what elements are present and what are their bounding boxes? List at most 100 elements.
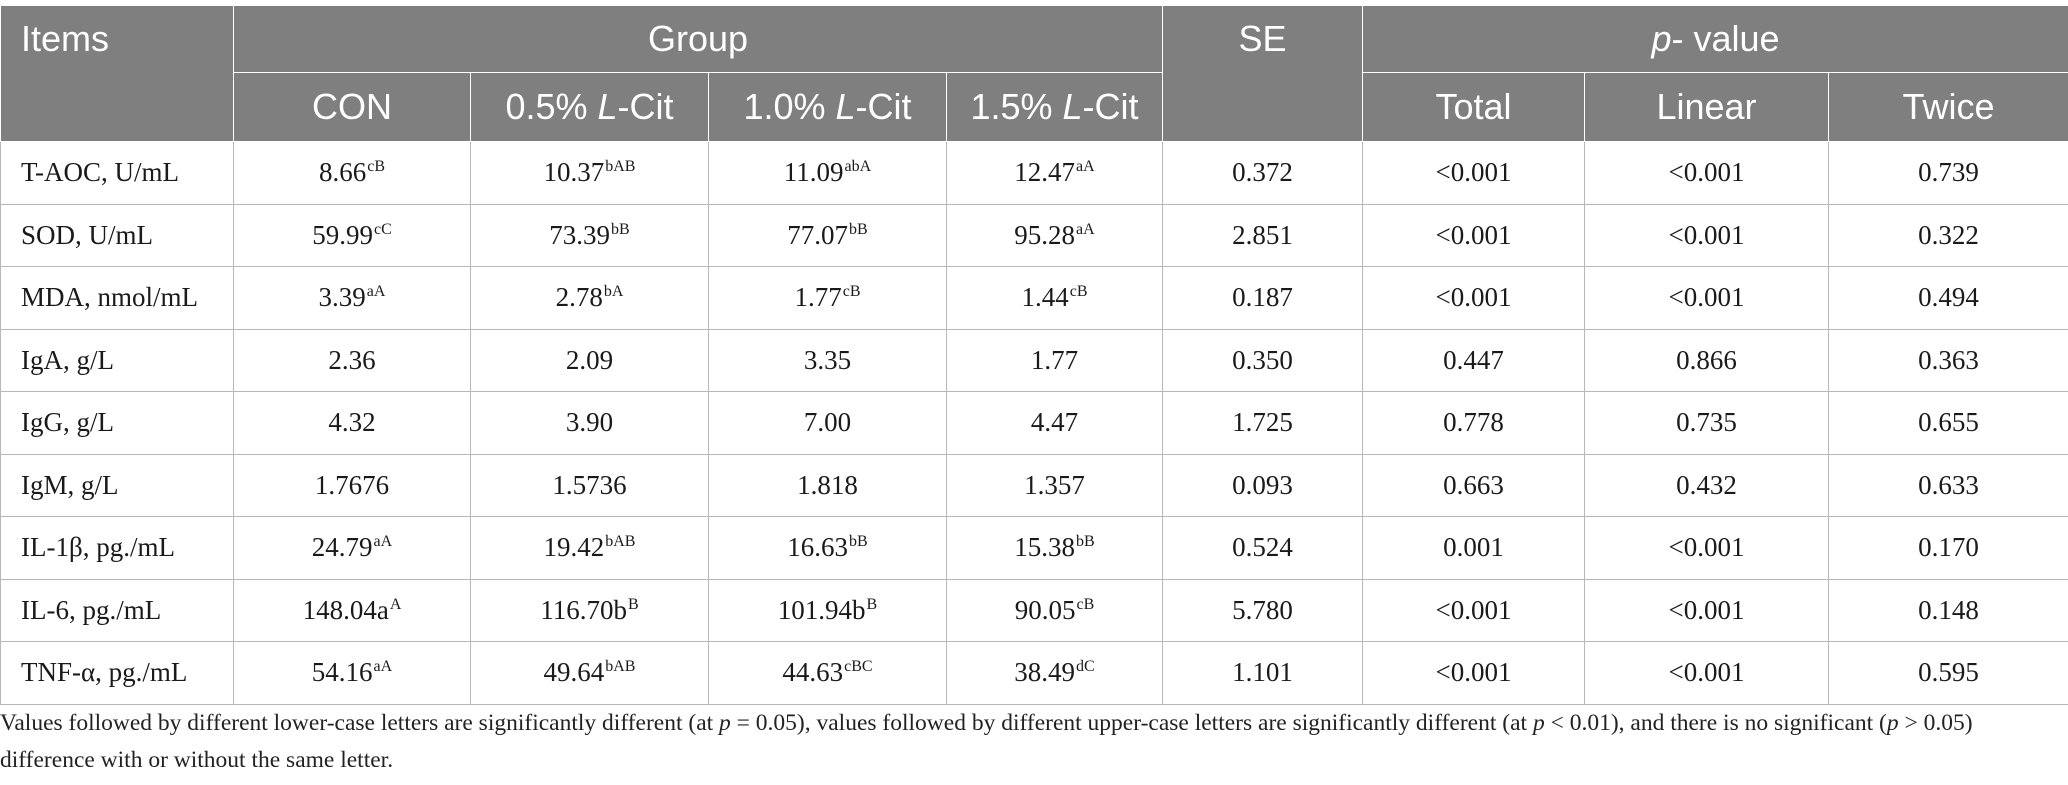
p-linear-cell: 0.432: [1584, 453, 1829, 517]
significance-letters: cC: [373, 220, 392, 238]
cell-value: 90.05: [1014, 594, 1076, 625]
group-label-suffix: -Cit: [617, 86, 674, 127]
group-value-cell: 1.77: [946, 328, 1163, 392]
table-row: TNF-α, pg./mL 54.16aA 49.64bAB 44.63cBC 38.4…: [0, 641, 2068, 705]
significance-letters: A: [389, 595, 402, 613]
p-twice-cell: 0.494: [1828, 266, 2068, 330]
cell-value: 3.90: [565, 407, 614, 438]
group-value-cell: 38.49dC: [946, 641, 1163, 705]
cell-value: 101.94b: [777, 594, 866, 625]
row-label: IgA, g/L: [0, 328, 234, 392]
group-value-cell: 11.09abA: [708, 141, 947, 205]
se-cell: 5.780: [1162, 578, 1363, 642]
significance-letters: bB: [611, 220, 630, 238]
table-row: IL-1β, pg./mL 24.79aA 19.42bAB 16.63bB 15.38…: [0, 516, 2068, 580]
table-row: IgM, g/L 1.7676 1.5736 1.818 1.357 0.093 0.663…: [0, 453, 2068, 517]
group-value-cell: 77.07bB: [708, 203, 947, 267]
results-table: Items Group SE p- value CON 0.5% L-Cit 1.0…: [0, 5, 2068, 705]
header-se: SE: [1162, 5, 1363, 142]
footnote-p-3: p: [1886, 710, 1899, 736]
group-value-cell: 12.47aA: [946, 141, 1163, 205]
p-twice-cell: 0.595: [1828, 641, 2068, 705]
row-label: IL-6, pg./mL: [0, 578, 234, 642]
cell-value: 116.70b: [540, 594, 628, 625]
significance-letters: aA: [1076, 220, 1095, 238]
group-value-cell: 101.94bB: [708, 578, 947, 642]
header-linear: Linear: [1584, 72, 1829, 142]
significance-letters: bA: [603, 283, 624, 301]
significance-letters: aA: [373, 658, 393, 676]
p-total-cell: 0.663: [1362, 453, 1585, 517]
cell-value: 38.49: [1014, 657, 1076, 688]
p-linear-cell: <0.001: [1584, 203, 1829, 267]
significance-letters: bB: [849, 533, 868, 551]
cell-value: 73.39: [549, 219, 611, 250]
group-value-cell: 15.38bB: [946, 516, 1163, 580]
cell-value: 2.09: [565, 344, 614, 375]
se-cell: 0.093: [1162, 453, 1363, 517]
group-label-italic: L: [597, 86, 618, 127]
group-value-cell: 116.70bB: [470, 578, 709, 642]
table-row: IgG, g/L 4.32 3.90 7.00 4.47 1.725 0.778 0.735 0…: [0, 391, 2068, 455]
p-linear-cell: 0.735: [1584, 391, 1829, 455]
p-twice-cell: 0.170: [1828, 516, 2068, 580]
cell-value: 44.63: [782, 657, 844, 688]
p-total-cell: 0.001: [1362, 516, 1585, 580]
group-value-cell: 2.78bA: [470, 266, 709, 330]
cell-value: 2.78: [555, 282, 603, 313]
p-symbol: p: [1651, 18, 1672, 59]
p-twice-cell: 0.633: [1828, 453, 2068, 517]
group-value-cell: 73.39bB: [470, 203, 709, 267]
group-value-cell: 54.16aA: [233, 641, 471, 705]
group-value-cell: 3.35: [708, 328, 947, 392]
cell-value: 59.99: [312, 219, 373, 250]
group-value-cell: 59.99cC: [233, 203, 471, 267]
p-twice-cell: 0.363: [1828, 328, 2068, 392]
significance-letters: cB: [1076, 595, 1095, 613]
header-total: Total: [1362, 72, 1585, 142]
group-value-cell: 49.64bAB: [470, 641, 709, 705]
group-label-prefix: CON: [312, 86, 392, 127]
cell-value: 1.818: [797, 469, 858, 500]
cell-value: 54.16: [311, 657, 373, 688]
cell-value: 1.5736: [552, 469, 627, 500]
group-label-prefix: 0.5%: [505, 86, 598, 127]
se-cell: 0.350: [1162, 328, 1363, 392]
header-group-1: 0.5% L-Cit: [470, 72, 709, 142]
cell-value: 1.357: [1024, 469, 1085, 500]
significance-letters: aA: [1076, 158, 1095, 176]
cell-value: 95.28: [1014, 219, 1076, 250]
header-twice: Twice: [1828, 72, 2068, 142]
group-label-prefix: 1.0%: [743, 86, 836, 127]
cell-value: 1.44: [1021, 282, 1069, 313]
cell-value: 2.36: [328, 344, 376, 375]
p-linear-cell: <0.001: [1584, 516, 1829, 580]
group-value-cell: 19.42bAB: [470, 516, 709, 580]
significance-letters: bB: [1076, 533, 1095, 551]
group-value-cell: 1.44cB: [946, 266, 1163, 330]
row-label: IgG, g/L: [0, 391, 234, 455]
group-label-italic: L: [835, 86, 856, 127]
group-value-cell: 4.32: [233, 391, 471, 455]
cell-value: 3.35: [803, 344, 852, 375]
significance-letters: bAB: [605, 533, 636, 551]
group-value-cell: 1.818: [708, 453, 947, 517]
cell-value: 10.37: [543, 157, 605, 188]
table-row: MDA, nmol/mL 3.39aA 2.78bA 1.77cB 1.44cB 0.18…: [0, 266, 2068, 330]
significance-letters: aA: [373, 533, 393, 551]
group-value-cell: 148.04aA: [233, 578, 471, 642]
cell-value: 12.47: [1014, 157, 1076, 188]
group-value-cell: 2.36: [233, 328, 471, 392]
row-label: IL-1β, pg./mL: [0, 516, 234, 580]
header-group-0: CON: [233, 72, 471, 142]
table-row: T-AOC, U/mL 8.66cB 10.37bAB 11.09abA 12.47aA…: [0, 141, 2068, 205]
header-p-value: p- value: [1362, 5, 2068, 73]
se-cell: 0.524: [1162, 516, 1363, 580]
cell-value: 8.66: [318, 157, 367, 188]
p-twice-cell: 0.739: [1828, 141, 2068, 205]
significance-letters: bAB: [605, 158, 636, 176]
cell-value: 24.79: [311, 532, 373, 563]
p-total-cell: <0.001: [1362, 203, 1585, 267]
se-cell: 1.725: [1162, 391, 1363, 455]
group-value-cell: 95.28aA: [946, 203, 1163, 267]
